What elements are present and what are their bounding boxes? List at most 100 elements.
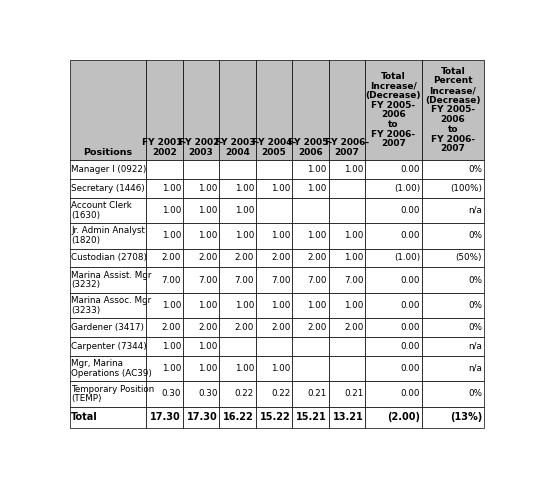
Text: Mgr, Marina
Operations (AC39): Mgr, Marina Operations (AC39) xyxy=(71,359,152,378)
Bar xyxy=(255,407,292,428)
Bar xyxy=(365,337,422,356)
Bar xyxy=(255,223,292,249)
Text: 0.00: 0.00 xyxy=(401,364,420,373)
Text: 0%: 0% xyxy=(468,301,482,310)
Bar xyxy=(365,318,422,337)
Bar xyxy=(219,318,255,337)
Text: 0.00: 0.00 xyxy=(401,165,420,174)
Bar xyxy=(365,356,422,381)
Text: 1.00: 1.00 xyxy=(271,184,291,193)
Bar xyxy=(219,160,255,179)
Text: (100%): (100%) xyxy=(450,184,482,193)
Bar xyxy=(219,381,255,407)
Bar xyxy=(292,356,328,381)
Text: 0.21: 0.21 xyxy=(344,389,363,398)
Text: 16.22: 16.22 xyxy=(223,412,254,422)
Text: FY 2001-
2002: FY 2001- 2002 xyxy=(143,139,186,157)
Bar xyxy=(365,179,422,198)
Bar xyxy=(146,318,183,337)
Text: 1.00: 1.00 xyxy=(307,184,327,193)
Text: 0%: 0% xyxy=(468,323,482,332)
Bar xyxy=(292,179,328,198)
Text: 1.00: 1.00 xyxy=(161,231,181,241)
Bar xyxy=(70,381,146,407)
Bar xyxy=(146,223,183,249)
Text: 0.22: 0.22 xyxy=(271,389,291,398)
Bar xyxy=(255,293,292,318)
Bar xyxy=(328,356,365,381)
Bar xyxy=(328,267,365,293)
Text: (1.00): (1.00) xyxy=(394,254,420,262)
Bar xyxy=(292,407,328,428)
Text: 1.00: 1.00 xyxy=(271,301,291,310)
Bar xyxy=(328,60,365,160)
Bar xyxy=(255,60,292,160)
Bar xyxy=(255,249,292,267)
Bar xyxy=(422,337,484,356)
Bar xyxy=(422,293,484,318)
Text: 1.00: 1.00 xyxy=(344,301,363,310)
Text: 1.00: 1.00 xyxy=(344,231,363,241)
Text: 1.00: 1.00 xyxy=(271,364,291,373)
Text: 0.21: 0.21 xyxy=(308,389,327,398)
Text: 7.00: 7.00 xyxy=(234,276,254,284)
Bar xyxy=(255,160,292,179)
Text: 17.30: 17.30 xyxy=(150,412,181,422)
Bar xyxy=(292,223,328,249)
Bar xyxy=(70,337,146,356)
Bar xyxy=(70,179,146,198)
Bar xyxy=(146,60,183,160)
Bar xyxy=(292,318,328,337)
Bar xyxy=(146,381,183,407)
Bar xyxy=(422,249,484,267)
Text: 0.00: 0.00 xyxy=(401,342,420,351)
Bar xyxy=(365,293,422,318)
Text: 1.00: 1.00 xyxy=(344,254,363,262)
Text: Total
Percent
Increase/
(Decrease)
FY 2005-
2006
to
FY 2006-
2007: Total Percent Increase/ (Decrease) FY 20… xyxy=(425,67,481,153)
Bar xyxy=(365,381,422,407)
Bar xyxy=(183,318,219,337)
Text: 1.00: 1.00 xyxy=(161,342,181,351)
Text: 2.00: 2.00 xyxy=(161,323,181,332)
Text: 2.00: 2.00 xyxy=(234,254,254,262)
Text: Marina Assist. Mgr
(3232): Marina Assist. Mgr (3232) xyxy=(71,270,152,289)
Bar xyxy=(219,60,255,160)
Text: Total: Total xyxy=(71,412,98,422)
Bar xyxy=(183,381,219,407)
Text: 2.00: 2.00 xyxy=(307,254,327,262)
Text: (2.00): (2.00) xyxy=(387,412,420,422)
Text: 0.00: 0.00 xyxy=(401,323,420,332)
Bar xyxy=(146,356,183,381)
Text: Secretary (1446): Secretary (1446) xyxy=(71,184,145,193)
Bar xyxy=(292,60,328,160)
Text: 0.00: 0.00 xyxy=(401,276,420,284)
Text: 0%: 0% xyxy=(468,389,482,398)
Text: 1.00: 1.00 xyxy=(161,184,181,193)
Bar xyxy=(422,318,484,337)
Text: 1.00: 1.00 xyxy=(307,301,327,310)
Text: 1.00: 1.00 xyxy=(307,165,327,174)
Bar xyxy=(328,198,365,223)
Text: 1.00: 1.00 xyxy=(198,342,218,351)
Text: FY 2004-
2005: FY 2004- 2005 xyxy=(252,139,296,157)
Text: 7.00: 7.00 xyxy=(344,276,363,284)
Bar xyxy=(255,198,292,223)
Bar xyxy=(146,267,183,293)
Text: 0%: 0% xyxy=(468,276,482,284)
Text: 0.30: 0.30 xyxy=(161,389,181,398)
Bar xyxy=(219,337,255,356)
Text: 1.00: 1.00 xyxy=(161,364,181,373)
Bar xyxy=(365,267,422,293)
Text: Account Clerk
(1630): Account Clerk (1630) xyxy=(71,201,132,220)
Text: (50%): (50%) xyxy=(456,254,482,262)
Text: 1.00: 1.00 xyxy=(161,206,181,215)
Bar xyxy=(422,407,484,428)
Text: 1.00: 1.00 xyxy=(198,364,218,373)
Text: 1.00: 1.00 xyxy=(198,231,218,241)
Bar xyxy=(422,267,484,293)
Bar xyxy=(70,223,146,249)
Bar xyxy=(146,249,183,267)
Text: Marina Assoc. Mgr
(3233): Marina Assoc. Mgr (3233) xyxy=(71,296,152,315)
Text: Temporary Position
(TEMP): Temporary Position (TEMP) xyxy=(71,384,154,403)
Bar xyxy=(183,267,219,293)
